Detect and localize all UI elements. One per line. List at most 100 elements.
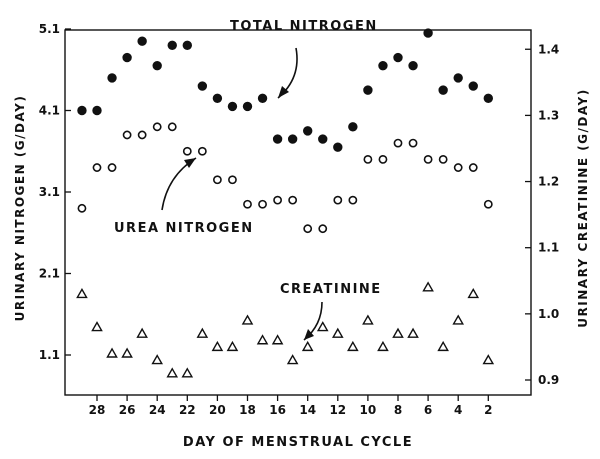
x-tick-label: 16 [269, 403, 286, 417]
total-nitrogen-point [378, 60, 388, 71]
y-left-tick-label: 5.1 [39, 22, 60, 36]
total-nitrogen-point [408, 60, 418, 71]
urea-nitrogen-point [273, 195, 282, 205]
creatinine-point [316, 321, 329, 332]
total-nitrogen-point [363, 85, 373, 95]
y-left-tick-label: 2.1 [39, 267, 60, 281]
x-tick-label: 26 [119, 403, 136, 417]
urea-nitrogen-point [333, 195, 343, 205]
x-tick-label: 14 [299, 403, 316, 417]
x-tick-label: 4 [454, 403, 462, 417]
y-right-tick-label: 1.4 [538, 42, 559, 56]
urea-nitrogen-point [408, 138, 418, 148]
urea-nitrogen-point [423, 154, 433, 164]
y-axis-left-label: URINARY NITROGEN (G/DAY) [13, 95, 27, 322]
urea-nitrogen-point [483, 199, 493, 209]
y-axis-right-label: URINARY CREATININE (G/DAY) [576, 88, 590, 327]
urea-nitrogen-point [167, 122, 177, 132]
creatinine-point [196, 327, 209, 338]
creatinine-point [76, 287, 88, 299]
creatinine-point [181, 367, 194, 378]
creatinine-point [377, 340, 389, 352]
total-nitrogen-point [182, 40, 193, 51]
creatinine-point [226, 340, 239, 352]
creatinine-point [271, 334, 284, 345]
annotation-creatinine: CREATININE [280, 282, 382, 297]
urea-nitrogen-point [393, 138, 403, 148]
urea-nitrogen-point [152, 122, 162, 132]
x-tick-label: 22 [179, 403, 196, 417]
y-left-tick-label: 4.1 [39, 104, 60, 118]
total-nitrogen-point [137, 36, 147, 46]
total-nitrogen-point [152, 60, 162, 71]
total-nitrogen-point [468, 81, 478, 91]
total-nitrogen-point [287, 134, 298, 144]
urea-nitrogen-point [92, 163, 102, 172]
x-tick-label: 10 [360, 403, 377, 417]
total-nitrogen-point [348, 122, 358, 132]
y-left-tick-label: 1.1 [39, 348, 60, 362]
x-tick-label: 20 [209, 403, 226, 417]
urea-nitrogen-point [318, 224, 328, 234]
y-right-tick-label: 1.1 [538, 241, 559, 255]
total-nitrogen-point [423, 28, 433, 38]
creatinine-point [256, 334, 269, 345]
y-left-tick-label: 3.1 [39, 185, 60, 199]
total-nitrogen-point [242, 101, 253, 112]
y-right-tick-label: 1.3 [538, 108, 559, 122]
creatinine-point [437, 340, 449, 352]
total-nitrogen-point [483, 93, 494, 103]
creatinine-point [241, 314, 254, 325]
annotation-arrowhead-creatinine [304, 329, 314, 340]
total-nitrogen-point [212, 93, 223, 103]
urea-nitrogen-point [438, 154, 448, 164]
x-axis-label: DAY OF MENSTRUAL CYCLE [183, 435, 413, 450]
total-nitrogen-point [453, 73, 463, 83]
total-nitrogen-point [122, 52, 132, 63]
creatinine-point [166, 367, 179, 378]
x-tick-label: 8 [394, 403, 402, 417]
total-nitrogen-point [92, 105, 102, 116]
annotation-arrow-urea [161, 157, 197, 211]
creatinine-point [392, 327, 404, 338]
urea-nitrogen-point [212, 175, 222, 185]
total-nitrogen-point [438, 85, 448, 95]
urea-nitrogen-point [348, 195, 358, 205]
creatinine-point [211, 340, 224, 352]
total-nitrogen-point [167, 40, 177, 51]
total-nitrogen-point [333, 142, 343, 152]
creatinine-point [452, 314, 465, 325]
urea-nitrogen-point [468, 163, 478, 172]
creatinine-point [331, 327, 344, 338]
urea-nitrogen-point [288, 195, 298, 205]
total-nitrogen-point [318, 134, 328, 144]
total-nitrogen-point [107, 73, 117, 83]
x-tick-label: 2 [484, 403, 492, 417]
total-nitrogen-point [197, 81, 208, 91]
urea-nitrogen-point [197, 146, 207, 156]
creatinine-point [467, 287, 480, 299]
y-right-tick-label: 0.9 [538, 373, 559, 387]
x-tick-label: 6 [424, 403, 432, 417]
creatinine-point [362, 314, 374, 325]
total-nitrogen-point [393, 52, 403, 63]
total-nitrogen-point [227, 101, 238, 112]
annotation-arrowhead-total [278, 86, 289, 98]
urea-nitrogen-point [122, 130, 132, 140]
urea-nitrogen-point [303, 224, 313, 234]
plot-frame [64, 29, 532, 396]
urea-nitrogen-point [363, 154, 373, 164]
urea-nitrogen-point [378, 154, 388, 164]
creatinine-point [151, 354, 164, 365]
creatinine-point [301, 340, 314, 352]
x-tick-label: 24 [149, 403, 166, 417]
x-tick-label: 28 [89, 403, 106, 417]
total-nitrogen-point [257, 93, 268, 103]
total-nitrogen-point [77, 105, 87, 116]
urea-nitrogen-point [453, 163, 463, 172]
creatinine-point [482, 354, 495, 365]
urea-nitrogen-point [228, 175, 237, 185]
total-nitrogen-point [303, 126, 313, 136]
annotation-urea-nitrogen: UREA NITROGEN [114, 221, 254, 236]
